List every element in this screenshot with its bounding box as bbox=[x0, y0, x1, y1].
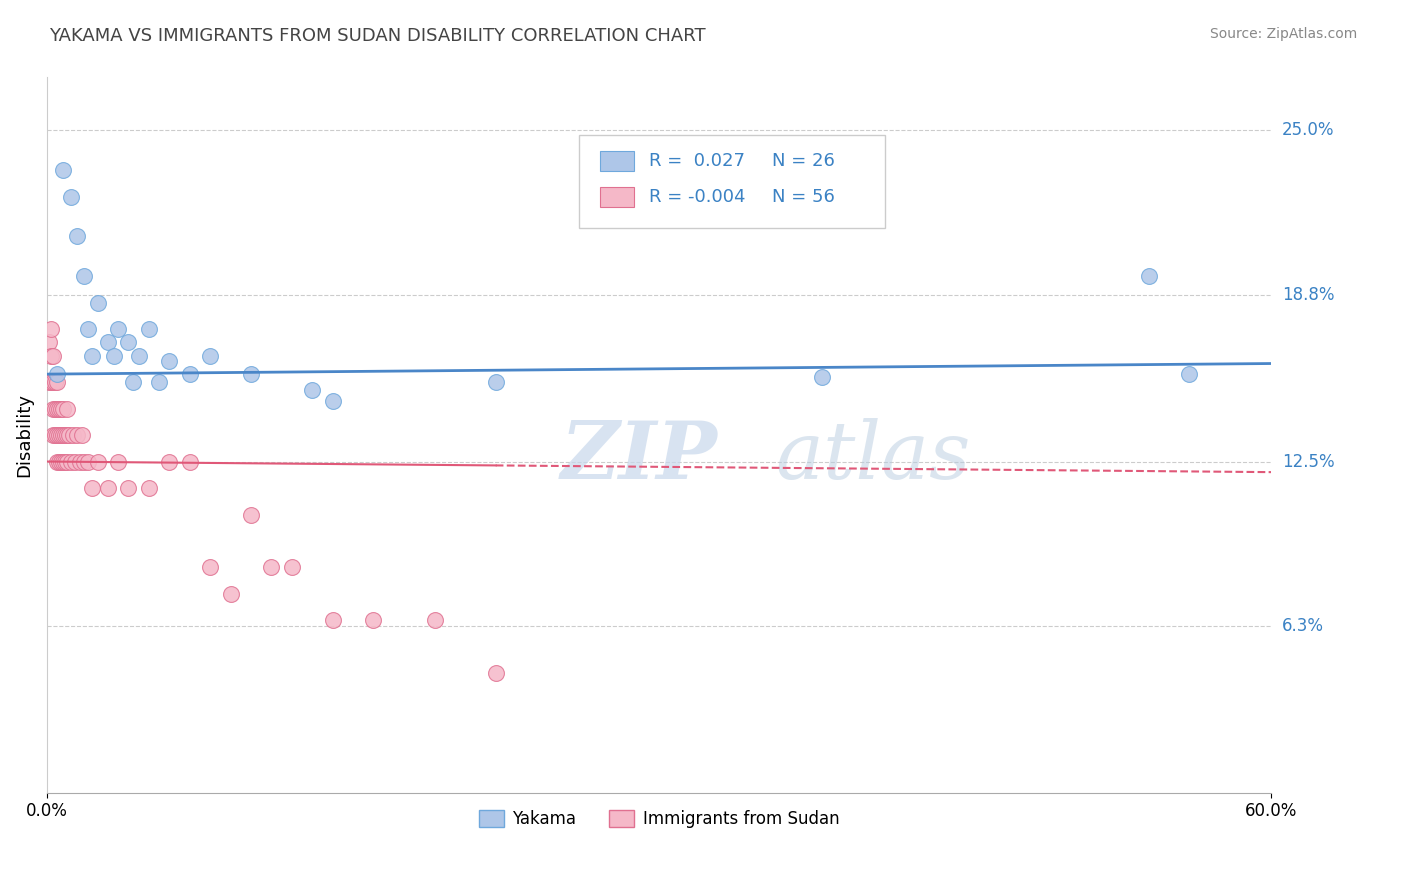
Point bbox=[76, 454, 98, 468]
Point bbox=[239, 367, 262, 381]
Point bbox=[179, 367, 201, 381]
Point bbox=[53, 454, 76, 468]
Point bbox=[51, 428, 73, 442]
Point bbox=[301, 383, 323, 397]
Point bbox=[39, 322, 62, 336]
Point bbox=[87, 454, 110, 468]
Point bbox=[107, 322, 129, 336]
Point bbox=[239, 508, 262, 522]
Point bbox=[46, 367, 69, 381]
Point bbox=[52, 163, 75, 178]
Point bbox=[44, 375, 66, 389]
Point bbox=[46, 375, 69, 389]
Text: 6.3%: 6.3% bbox=[1282, 616, 1324, 635]
Point bbox=[97, 335, 120, 350]
Point bbox=[51, 454, 73, 468]
Point bbox=[157, 354, 180, 368]
Point bbox=[39, 349, 62, 363]
Point bbox=[117, 481, 139, 495]
Point bbox=[76, 322, 98, 336]
Point bbox=[179, 454, 201, 468]
Point bbox=[48, 428, 70, 442]
Point bbox=[42, 401, 65, 416]
Point bbox=[44, 401, 66, 416]
Point bbox=[42, 428, 65, 442]
Point bbox=[363, 614, 385, 628]
Bar bbox=[600, 151, 634, 171]
Point bbox=[138, 481, 160, 495]
Point bbox=[39, 375, 62, 389]
Point bbox=[62, 428, 84, 442]
Point bbox=[46, 428, 69, 442]
Point bbox=[42, 349, 65, 363]
Point bbox=[198, 560, 221, 574]
Point bbox=[69, 454, 91, 468]
Point bbox=[44, 428, 66, 442]
Point bbox=[280, 560, 302, 574]
Point bbox=[48, 454, 70, 468]
Point bbox=[103, 349, 125, 363]
Point bbox=[485, 666, 508, 681]
Point bbox=[46, 401, 69, 416]
Point bbox=[260, 560, 283, 574]
Point bbox=[423, 614, 446, 628]
Point bbox=[117, 335, 139, 350]
Point bbox=[56, 454, 79, 468]
FancyBboxPatch shape bbox=[579, 135, 886, 227]
Point bbox=[46, 454, 69, 468]
Point bbox=[38, 335, 60, 350]
Point bbox=[58, 428, 80, 442]
Point bbox=[53, 428, 76, 442]
Point bbox=[72, 269, 94, 284]
Text: ZIP: ZIP bbox=[561, 417, 718, 495]
Point bbox=[1178, 367, 1201, 381]
Text: atlas: atlas bbox=[775, 417, 970, 495]
Point bbox=[107, 454, 129, 468]
Point bbox=[65, 454, 87, 468]
Point bbox=[80, 481, 103, 495]
Point bbox=[70, 428, 93, 442]
Y-axis label: Disability: Disability bbox=[15, 393, 32, 477]
Text: 25.0%: 25.0% bbox=[1282, 121, 1334, 139]
Point bbox=[87, 295, 110, 310]
Point bbox=[38, 375, 60, 389]
Text: R = -0.004: R = -0.004 bbox=[650, 188, 745, 206]
Legend: Yakama, Immigrants from Sudan: Yakama, Immigrants from Sudan bbox=[472, 803, 846, 834]
Point bbox=[60, 454, 83, 468]
Point bbox=[138, 322, 160, 336]
Point bbox=[48, 401, 70, 416]
Point bbox=[56, 401, 79, 416]
Text: N = 26: N = 26 bbox=[772, 153, 834, 170]
Text: YAKAMA VS IMMIGRANTS FROM SUDAN DISABILITY CORRELATION CHART: YAKAMA VS IMMIGRANTS FROM SUDAN DISABILI… bbox=[49, 27, 706, 45]
Text: 18.8%: 18.8% bbox=[1282, 285, 1334, 303]
Point bbox=[485, 375, 508, 389]
Text: 12.5%: 12.5% bbox=[1282, 452, 1334, 471]
Point bbox=[148, 375, 170, 389]
Point bbox=[97, 481, 120, 495]
Point bbox=[60, 189, 83, 203]
Point bbox=[51, 401, 73, 416]
Point bbox=[1137, 269, 1160, 284]
Point bbox=[128, 349, 150, 363]
Point bbox=[157, 454, 180, 468]
Point bbox=[66, 428, 89, 442]
Point bbox=[52, 428, 75, 442]
Point bbox=[52, 401, 75, 416]
Point bbox=[52, 454, 75, 468]
Text: N = 56: N = 56 bbox=[772, 188, 834, 206]
Point bbox=[198, 349, 221, 363]
Point bbox=[42, 375, 65, 389]
Point bbox=[121, 375, 143, 389]
Point bbox=[322, 393, 344, 408]
Point bbox=[56, 428, 79, 442]
Point bbox=[72, 454, 94, 468]
Bar bbox=[600, 186, 634, 207]
Text: Source: ZipAtlas.com: Source: ZipAtlas.com bbox=[1209, 27, 1357, 41]
Point bbox=[219, 587, 242, 601]
Point bbox=[80, 349, 103, 363]
Text: R =  0.027: R = 0.027 bbox=[650, 153, 745, 170]
Point bbox=[811, 369, 834, 384]
Point bbox=[66, 229, 89, 244]
Point bbox=[322, 614, 344, 628]
